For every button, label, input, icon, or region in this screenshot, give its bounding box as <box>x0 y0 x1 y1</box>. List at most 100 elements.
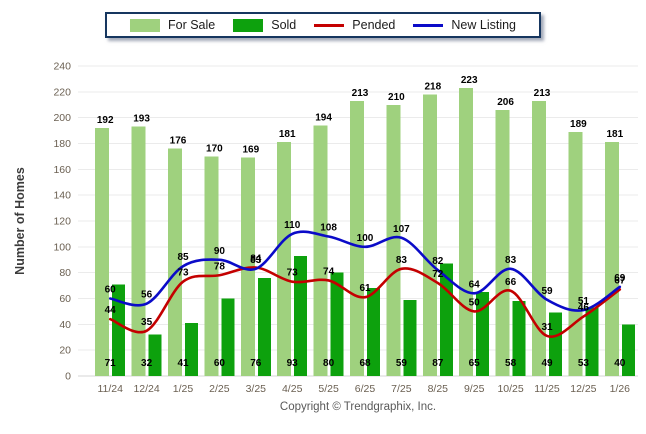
for-sale-bar <box>131 126 146 376</box>
sold-value-label: 71 <box>105 358 117 369</box>
legend-label-new-listing: New Listing <box>451 18 517 32</box>
for-sale-value-label: 170 <box>206 143 223 154</box>
new-listing-value-label: 85 <box>177 252 189 263</box>
x-tick-label: 9/25 <box>464 383 485 395</box>
new-listing-value-label: 90 <box>214 246 226 257</box>
x-tick-label: 3/25 <box>246 383 267 395</box>
y-tick-label: 180 <box>53 138 71 150</box>
sold-value-label: 59 <box>396 358 408 369</box>
for-sale-value-label: 189 <box>570 119 587 130</box>
new-listing-value-label: 69 <box>614 273 626 284</box>
for-sale-bar <box>604 142 619 376</box>
legend: For Sale Sold Pended New Listing <box>104 12 542 38</box>
sold-value-label: 53 <box>578 358 590 369</box>
sold-value-label: 41 <box>177 358 189 369</box>
pended-line-swatch-icon <box>314 23 345 27</box>
new-listing-value-label: 51 <box>578 296 590 307</box>
pended-value-label: 78 <box>214 261 226 272</box>
x-tick-label: 8/25 <box>428 383 449 395</box>
for-sale-value-label: 181 <box>606 129 623 140</box>
for-sale-bar <box>168 148 182 376</box>
x-tick-label: 2/25 <box>209 383 230 395</box>
new-listing-value-label: 108 <box>320 223 337 234</box>
new-listing-value-label: 64 <box>469 279 481 290</box>
for-sale-bar <box>568 131 583 376</box>
for-sale-value-label: 218 <box>424 81 441 92</box>
y-tick-label: 140 <box>53 190 71 202</box>
y-tick-label: 100 <box>53 241 71 253</box>
x-tick-label: 1/26 <box>610 383 631 395</box>
sold-value-label: 58 <box>505 358 517 369</box>
for-sale-swatch-icon <box>129 18 160 32</box>
for-sale-value-label: 176 <box>170 136 187 147</box>
y-tick-label: 200 <box>53 112 71 124</box>
sold-value-label: 93 <box>287 358 299 369</box>
sold-swatch-icon <box>233 18 264 32</box>
new-listing-value-label: 83 <box>250 255 262 266</box>
for-sale-value-label: 210 <box>388 92 405 103</box>
for-sale-value-label: 194 <box>315 112 332 123</box>
for-sale-value-label: 181 <box>279 129 296 140</box>
for-sale-value-label: 192 <box>97 115 114 126</box>
sold-bar <box>512 301 526 376</box>
y-tick-label: 40 <box>59 319 71 331</box>
new-listing-value-label: 56 <box>141 290 153 301</box>
sold-bar <box>330 272 344 376</box>
pended-value-label: 50 <box>469 297 481 308</box>
for-sale-bar <box>350 100 364 376</box>
for-sale-value-label: 213 <box>534 88 551 99</box>
new-listing-line-swatch-icon <box>413 23 444 27</box>
for-sale-bar <box>459 87 474 376</box>
legend-item-sold: Sold <box>233 18 296 32</box>
sold-bar <box>549 312 562 376</box>
x-tick-label: 11/25 <box>534 383 560 395</box>
for-sale-bar <box>422 94 437 377</box>
for-sale-bar <box>204 156 219 376</box>
new-listing-value-label: 82 <box>432 256 444 267</box>
for-sale-value-label: 206 <box>497 97 514 108</box>
x-tick-label: 5/25 <box>318 383 339 395</box>
legend-label-for-sale: For Sale <box>167 18 216 32</box>
sold-bar <box>257 277 271 376</box>
new-listing-value-label: 100 <box>357 233 374 244</box>
sold-value-label: 32 <box>141 358 153 369</box>
sold-value-label: 68 <box>359 358 371 369</box>
pended-value-label: 74 <box>323 266 335 277</box>
sold-bar <box>112 284 126 376</box>
pended-line <box>108 266 622 338</box>
sold-value-label: 65 <box>469 358 481 369</box>
copyright-text: Copyright © Trendgraphix, Inc. <box>279 401 437 413</box>
x-tick-label: 6/25 <box>355 383 376 395</box>
pended-value-label: 35 <box>141 317 153 328</box>
sold-value-label: 60 <box>214 358 226 369</box>
sold-bar <box>621 324 635 376</box>
for-sale-bar <box>386 104 401 376</box>
y-tick-label: 80 <box>59 267 71 279</box>
y-tick-label: 220 <box>53 86 71 98</box>
new-listing-value-label: 60 <box>105 285 117 296</box>
pended-value-label: 44 <box>105 305 117 316</box>
for-sale-bar <box>277 142 292 376</box>
for-sale-bar <box>313 125 328 377</box>
sold-value-label: 80 <box>323 358 335 369</box>
x-tick-label: 10/25 <box>497 383 523 395</box>
new-listing-line <box>108 230 622 312</box>
x-tick-label: 11/24 <box>97 383 123 395</box>
for-sale-bar <box>95 128 110 376</box>
x-tick-label: 12/25 <box>570 383 596 395</box>
x-tick-label: 4/25 <box>282 383 303 395</box>
for-sale-value-label: 223 <box>461 75 478 86</box>
sold-bar <box>221 298 235 376</box>
y-tick-label: 240 <box>53 61 71 73</box>
pended-value-label: 46 <box>578 303 590 314</box>
y-axis-title: Number of Homes <box>13 167 27 275</box>
for-sale-value-label: 213 <box>352 88 369 99</box>
legend-item-for-sale: For Sale <box>129 18 216 32</box>
sold-bar <box>185 323 198 376</box>
for-sale-bar <box>495 109 510 377</box>
pended-value-label: 72 <box>432 269 444 280</box>
sold-bar <box>403 299 417 376</box>
legend-item-new-listing: New Listing <box>413 18 516 32</box>
legend-item-pended: Pended <box>314 18 395 32</box>
